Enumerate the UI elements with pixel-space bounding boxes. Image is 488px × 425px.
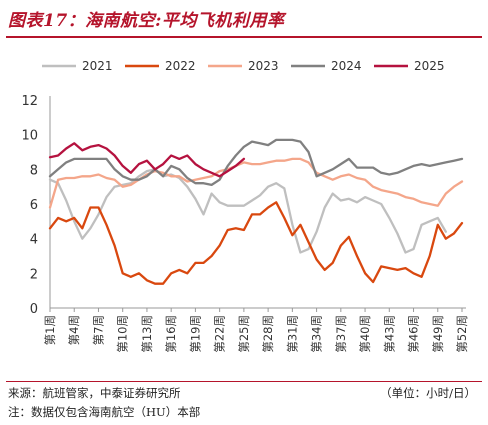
source-text: 来源：航班管家，中泰证券研究所 [8,386,181,400]
x-tick-label: 第46周 [407,315,421,353]
x-tick-label: 第37周 [334,315,348,353]
x-tick-label: 第4周 [67,315,81,345]
y-tick-label: 2 [30,267,38,282]
x-tick-label: 第52周 [455,315,469,353]
series-line-2022 [48,201,464,285]
unit-text: （单位：小时/日） [380,386,476,400]
legend-label-2022: 2022 [165,59,196,73]
legend-label-2025: 2025 [414,59,445,73]
x-tick-label: 第34周 [310,315,324,353]
legend-label-2024: 2024 [331,59,362,73]
y-tick-label: 6 [30,198,38,213]
chart-title: 图表17：海南航空:平均飞机利用率 [8,11,285,31]
x-tick-label: 第22周 [213,315,227,353]
x-tick-label: 第7周 [91,315,105,345]
x-tick-label: 第28周 [261,315,275,353]
x-tick-label: 第1周 [43,315,57,345]
legend: 2021 2022 2023 2024 2025 [42,59,445,73]
note-text: 注：数据仅包含海南航空（HU）本部 [8,405,201,419]
legend-label-2023: 2023 [248,59,279,73]
x-axis: 第1周 第4周 第7周 第10周 第13周 第16周 第19周 第22周 第25周 第28周 第31… [43,307,469,353]
x-tick-label: 第49周 [431,315,445,353]
series-line-2025 [48,142,246,178]
x-tick-label: 第43周 [382,315,396,353]
y-tick-label: 8 [30,163,38,178]
x-tick-label: 第13周 [140,315,154,353]
x-tick-label: 第16周 [164,315,178,353]
series-line-2023 [48,157,464,209]
x-tick-label: 第19周 [188,315,202,353]
series-line-2024 [48,138,464,187]
x-tick-label: 第25周 [237,315,251,353]
x-tick-label: 第40周 [358,315,372,353]
y-tick-label: 12 [21,94,38,109]
series-line-2021 [48,168,447,254]
x-tick-label: 第31周 [285,315,299,353]
y-tick-label: 0 [30,302,38,317]
series-lines [48,138,464,285]
legend-label-2021: 2021 [82,59,113,73]
x-tick-label: 第10周 [116,315,130,353]
y-tick-label: 4 [30,233,38,248]
y-axis: 0 2 4 6 8 10 12 [21,94,51,317]
line-chart: 2021 2022 2023 2024 2025 0 2 4 6 8 10 12 第1周 第4周 第7周… [21,59,469,353]
y-tick-label: 10 [21,129,38,144]
footer-rule [6,381,482,382]
title-rule [6,36,482,38]
